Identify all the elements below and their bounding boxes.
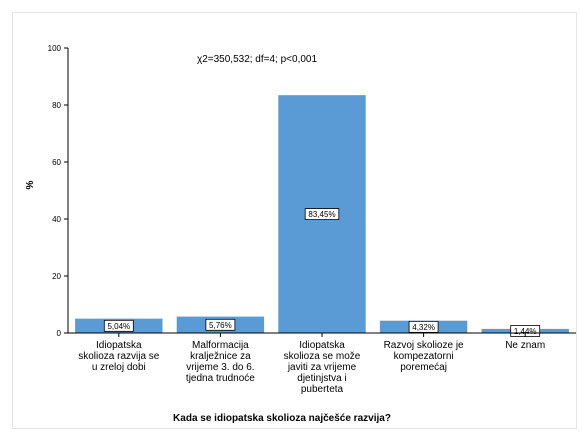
x-axis: Idiopatska skolioza razvija se u zreloj do…	[68, 332, 576, 395]
chart-frame: χ2=350,532; df=4; p<0,001 % Kada se idio…	[12, 12, 577, 429]
x-tick-label: Razvoj skolioze je kompezatorni poremećaj	[384, 340, 464, 373]
data-label-box	[304, 208, 340, 220]
data-label: 5,04%	[107, 322, 130, 331]
data-label: 4,32%	[412, 323, 435, 332]
y-tick-label: 20	[52, 272, 61, 281]
bars: 5,04% 5,76% 83,45% 4,32% 1,44%	[75, 95, 569, 337]
data-label: 83,45%	[308, 210, 335, 219]
bar-chart: χ2=350,532; df=4; p<0,001 % Kada se idio…	[25, 44, 576, 424]
data-label-box	[103, 319, 134, 332]
data-label: 5,76%	[209, 321, 232, 330]
y-tick-label: 60	[52, 158, 61, 167]
y-tick-label: 0	[57, 329, 62, 338]
y-tick-label: 40	[52, 215, 61, 224]
data-label-box	[408, 320, 439, 333]
x-tick-label: Ne znam	[505, 340, 545, 351]
y-axis-title: %	[25, 180, 36, 189]
chi-square-annotation: χ2=350,532; df=4; p<0,001	[197, 54, 318, 65]
y-tick-label: 100	[48, 44, 62, 53]
data-label-box	[205, 318, 236, 331]
x-tick-label: Idiopatska skolioza razvija se u zreloj do…	[78, 340, 160, 373]
data-label: 1,44%	[514, 327, 537, 336]
x-tick-label: Idiopatska skolioza se može javiti za vrij…	[284, 340, 361, 395]
x-axis-title: Kada se idiopatska skolioza najčešće raz…	[173, 413, 391, 424]
y-axis: 0 20 40 60 80 100	[48, 44, 69, 338]
y-tick-label: 80	[52, 101, 61, 110]
x-tick-label: Malformacija kralježnice za vrijeme 3. do …	[186, 340, 255, 384]
